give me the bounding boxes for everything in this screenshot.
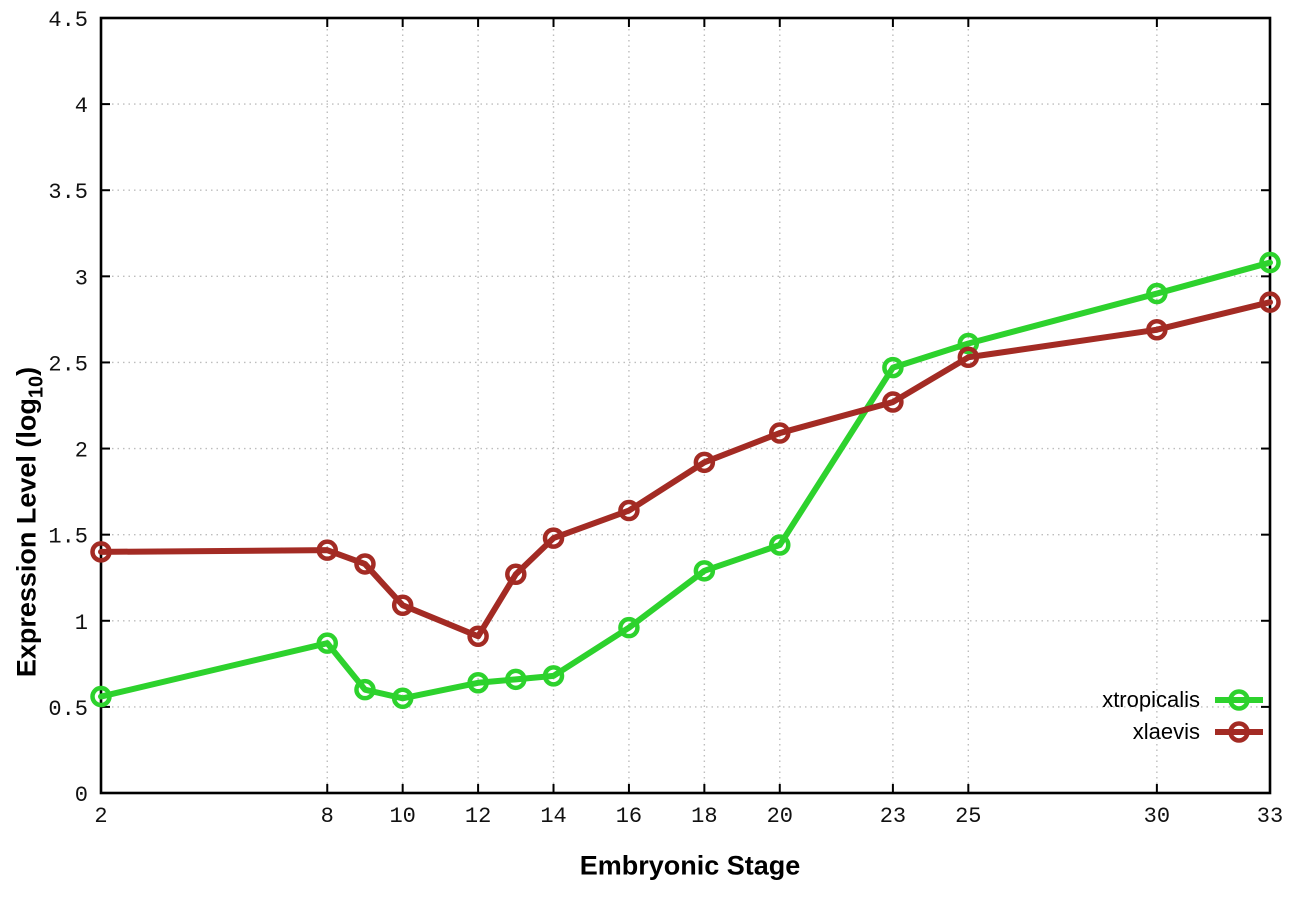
x-tick-label-23: 23 bbox=[880, 804, 906, 829]
marker-xlaevis-8 bbox=[316, 539, 339, 561]
legend-label-xtropicalis: xtropicalis bbox=[1102, 687, 1200, 712]
legend-sample-line-icon bbox=[1215, 689, 1263, 711]
marker-xlaevis-23 bbox=[882, 391, 904, 413]
marker-xtropicalis-25 bbox=[957, 332, 980, 355]
y-axis-label-main: Expression Level (log bbox=[11, 398, 42, 678]
marker-xtropicalis-23 bbox=[882, 356, 904, 379]
marker-xlaevis-12 bbox=[467, 625, 489, 648]
marker-xtropicalis-13 bbox=[505, 668, 527, 691]
marker-xtropicalis-2 bbox=[90, 685, 112, 708]
marker-xlaevis-9 bbox=[354, 553, 376, 575]
plot-border bbox=[99, 16, 1272, 795]
y-tick-label-0.5: 0.5 bbox=[48, 697, 88, 722]
marker-xtropicalis-16 bbox=[618, 616, 640, 639]
y-tick-label-3.5: 3.5 bbox=[48, 180, 88, 205]
x-tick-label-2: 2 bbox=[94, 804, 107, 829]
marker-xlaevis-18 bbox=[693, 451, 716, 474]
x-tick-label-14: 14 bbox=[540, 804, 566, 829]
marker-xtropicalis-33 bbox=[1259, 251, 1281, 274]
legend-entry-xtropicalis: xtropicalis bbox=[1102, 687, 1266, 713]
marker-xtropicalis-8 bbox=[316, 632, 339, 654]
marker-xlaevis-25 bbox=[957, 346, 980, 369]
y-tick-label-1: 1 bbox=[75, 611, 88, 636]
marker-xlaevis-10 bbox=[391, 594, 414, 617]
marker-xtropicalis-10 bbox=[391, 687, 414, 710]
x-tick-label-10: 10 bbox=[389, 804, 415, 829]
y-tick-label-1.5: 1.5 bbox=[48, 525, 88, 550]
marker-xlaevis-14 bbox=[542, 527, 565, 549]
x-tick-label-25: 25 bbox=[955, 804, 981, 829]
y-tick-label-0: 0 bbox=[75, 783, 88, 808]
y-tick-label-4: 4 bbox=[75, 94, 88, 119]
x-tick-label-16: 16 bbox=[616, 804, 642, 829]
y-tick-label-3: 3 bbox=[75, 266, 88, 291]
x-tick-label-20: 20 bbox=[767, 804, 793, 829]
marker-xtropicalis-20 bbox=[769, 534, 791, 556]
x-tick-label-30: 30 bbox=[1144, 804, 1170, 829]
legend-entry-xlaevis: xlaevis bbox=[1133, 719, 1266, 745]
marker-xlaevis-20 bbox=[769, 422, 791, 444]
marker-xtropicalis-18 bbox=[693, 560, 716, 582]
y-tick-label-2: 2 bbox=[75, 439, 88, 464]
legend: xtropicalis xlaevis bbox=[1102, 687, 1266, 745]
series-line-xtropicalis bbox=[98, 259, 1273, 702]
x-tick-label-12: 12 bbox=[465, 804, 491, 829]
x-tick-label-18: 18 bbox=[691, 804, 717, 829]
marker-xtropicalis-14 bbox=[542, 665, 565, 687]
y-axis-label-close: ) bbox=[11, 366, 42, 376]
x-axis-label: Embryonic Stage bbox=[579, 850, 801, 881]
x-tick-label-33: 33 bbox=[1257, 804, 1283, 829]
y-tick-label-4.5: 4.5 bbox=[48, 8, 88, 33]
marker-xlaevis-16 bbox=[618, 499, 640, 522]
y-axis-label: Expression Level (log10) bbox=[11, 366, 48, 678]
legend-label-xlaevis: xlaevis bbox=[1132, 719, 1200, 744]
y-tick-label-2.5: 2.5 bbox=[48, 352, 88, 377]
legend-sample-line-icon bbox=[1215, 721, 1263, 743]
marker-xtropicalis-9 bbox=[354, 678, 376, 701]
marker-xlaevis-13 bbox=[505, 563, 527, 586]
marker-xtropicalis-30 bbox=[1146, 282, 1168, 305]
marker-xlaevis-2 bbox=[90, 541, 112, 563]
y-axis-label-subscript: 10 bbox=[25, 375, 48, 399]
marker-xlaevis-33 bbox=[1259, 291, 1281, 313]
x-tick-label-8: 8 bbox=[321, 804, 334, 829]
marker-xlaevis-30 bbox=[1146, 318, 1168, 341]
marker-xtropicalis-12 bbox=[467, 672, 489, 694]
